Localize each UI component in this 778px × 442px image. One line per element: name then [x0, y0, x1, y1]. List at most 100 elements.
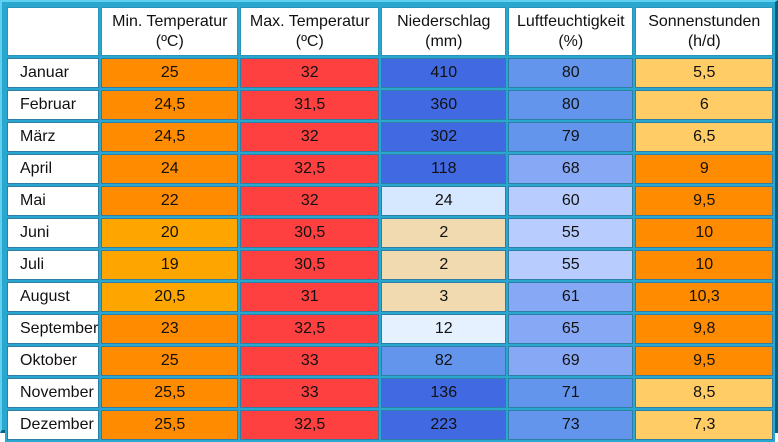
table-row: Dezember 25,5 32,5 223 73 7,3: [7, 410, 774, 440]
max-temp-cell: 30,5: [240, 250, 380, 280]
precipitation-cell: 2: [381, 218, 507, 248]
humidity-cell: 55: [508, 218, 634, 248]
min-temp-cell: 22: [101, 186, 239, 216]
max-temp-cell: 32,5: [240, 410, 380, 440]
humidity-cell: 80: [508, 58, 634, 88]
min-temp-cell: 25: [101, 346, 239, 376]
header-min-temp-title: Min. Temperatur: [112, 12, 228, 30]
month-cell: November: [7, 378, 100, 408]
min-temp-cell: 24,5: [101, 90, 239, 120]
max-temp-cell: 31,5: [240, 90, 380, 120]
max-temp-cell: 30,5: [240, 218, 380, 248]
humidity-cell: 60: [508, 186, 634, 216]
header-precipitation: Niederschlag (mm): [381, 7, 507, 56]
sunshine-cell: 8,5: [635, 378, 774, 408]
table-row: August 20,5 31 3 61 10,3: [7, 282, 774, 312]
month-cell: Mai: [7, 186, 100, 216]
table-row: Februar 24,5 31,5 360 80 6: [7, 90, 774, 120]
min-temp-cell: 19: [101, 250, 239, 280]
humidity-cell: 65: [508, 314, 634, 344]
month-cell: Oktober: [7, 346, 100, 376]
header-humidity-unit: (%): [558, 32, 584, 50]
sunshine-cell: 10: [635, 250, 774, 280]
precipitation-cell: 82: [381, 346, 507, 376]
precipitation-cell: 3: [381, 282, 507, 312]
humidity-cell: 79: [508, 122, 634, 152]
min-temp-cell: 24: [101, 154, 239, 184]
max-temp-cell: 32: [240, 186, 380, 216]
month-cell: Februar: [7, 90, 100, 120]
table-row: Juni 20 30,5 2 55 10: [7, 218, 774, 248]
precipitation-cell: 410: [381, 58, 507, 88]
sunshine-cell: 10: [635, 218, 774, 248]
table-row: April 24 32,5 118 68 9: [7, 154, 774, 184]
month-cell: Juli: [7, 250, 100, 280]
header-sunshine-unit: (h/d): [687, 32, 721, 50]
month-cell: Januar: [7, 58, 100, 88]
corner-cell: [7, 7, 100, 56]
table-row: März 24,5 32 302 79 6,5: [7, 122, 774, 152]
month-cell: September: [7, 314, 100, 344]
header-precipitation-unit: (mm): [425, 32, 463, 50]
min-temp-cell: 25,5: [101, 410, 239, 440]
header-row: Min. Temperatur (ºC) Max. Temperatur (ºC) …: [7, 7, 774, 56]
humidity-cell: 71: [508, 378, 634, 408]
header-precipitation-title: Niederschlag: [397, 12, 491, 30]
sunshine-cell: 9,5: [635, 346, 774, 376]
month-cell: Juni: [7, 218, 100, 248]
sunshine-cell: 6: [635, 90, 774, 120]
max-temp-cell: 33: [240, 346, 380, 376]
header-sunshine: Sonnenstunden (h/d): [635, 7, 774, 56]
header-humidity-title: Luftfeuchtigkeit: [516, 12, 625, 30]
table-row: Mai 22 32 24 60 9,5: [7, 186, 774, 216]
month-cell: August: [7, 282, 100, 312]
min-temp-cell: 25: [101, 58, 239, 88]
max-temp-cell: 32,5: [240, 314, 380, 344]
humidity-cell: 61: [508, 282, 634, 312]
precipitation-cell: 360: [381, 90, 507, 120]
climate-table: Min. Temperatur (ºC) Max. Temperatur (ºC) …: [5, 5, 776, 442]
humidity-cell: 80: [508, 90, 634, 120]
precipitation-cell: 12: [381, 314, 507, 344]
table-row: Juli 19 30,5 2 55 10: [7, 250, 774, 280]
max-temp-cell: 32: [240, 58, 380, 88]
max-temp-cell: 32,5: [240, 154, 380, 184]
table-row: Januar 25 32 410 80 5,5: [7, 58, 774, 88]
min-temp-cell: 23: [101, 314, 239, 344]
header-max-temp: Max. Temperatur (ºC): [240, 7, 380, 56]
min-temp-cell: 20,5: [101, 282, 239, 312]
month-cell: April: [7, 154, 100, 184]
precipitation-cell: 136: [381, 378, 507, 408]
header-min-temp-unit: (ºC): [155, 32, 184, 50]
precipitation-cell: 24: [381, 186, 507, 216]
min-temp-cell: 25,5: [101, 378, 239, 408]
humidity-cell: 69: [508, 346, 634, 376]
sunshine-cell: 9,5: [635, 186, 774, 216]
precipitation-cell: 302: [381, 122, 507, 152]
sunshine-cell: 5,5: [635, 58, 774, 88]
sunshine-cell: 10,3: [635, 282, 774, 312]
table-row: Oktober 25 33 82 69 9,5: [7, 346, 774, 376]
humidity-cell: 55: [508, 250, 634, 280]
header-max-temp-unit: (ºC): [295, 32, 324, 50]
precipitation-cell: 118: [381, 154, 507, 184]
sunshine-cell: 6,5: [635, 122, 774, 152]
table-row: November 25,5 33 136 71 8,5: [7, 378, 774, 408]
header-min-temp: Min. Temperatur (ºC): [101, 7, 239, 56]
precipitation-cell: 2: [381, 250, 507, 280]
header-sunshine-title: Sonnenstunden: [648, 12, 761, 30]
humidity-cell: 68: [508, 154, 634, 184]
precipitation-cell: 223: [381, 410, 507, 440]
table-row: September 23 32,5 12 65 9,8: [7, 314, 774, 344]
max-temp-cell: 33: [240, 378, 380, 408]
min-temp-cell: 20: [101, 218, 239, 248]
sunshine-cell: 7,3: [635, 410, 774, 440]
month-cell: März: [7, 122, 100, 152]
header-humidity: Luftfeuchtigkeit (%): [508, 7, 634, 56]
humidity-cell: 73: [508, 410, 634, 440]
min-temp-cell: 24,5: [101, 122, 239, 152]
sunshine-cell: 9: [635, 154, 774, 184]
month-cell: Dezember: [7, 410, 100, 440]
max-temp-cell: 31: [240, 282, 380, 312]
header-max-temp-title: Max. Temperatur: [249, 12, 370, 30]
